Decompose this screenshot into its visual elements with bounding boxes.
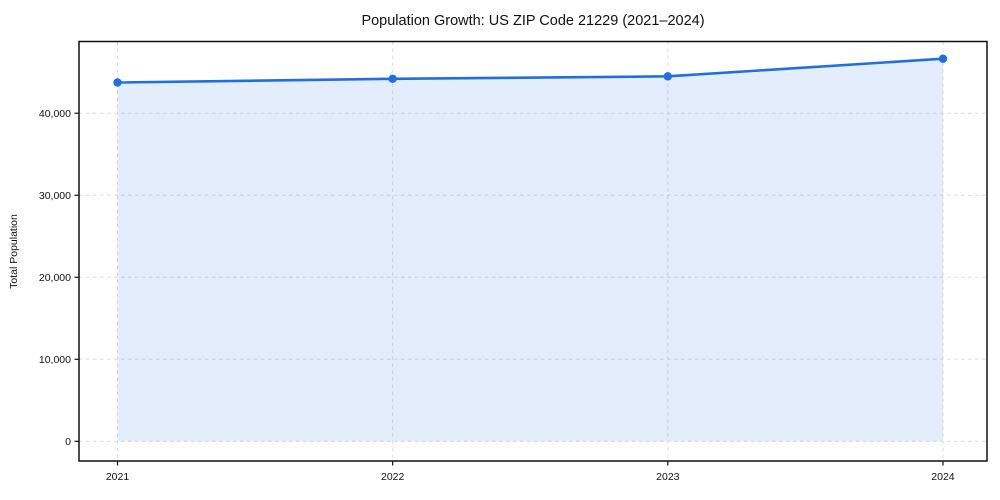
y-tick-label: 30,000 bbox=[39, 190, 71, 202]
data-point-layer bbox=[113, 54, 948, 87]
data-point-2024 bbox=[938, 54, 948, 63]
x-tick-label: 2023 bbox=[656, 471, 680, 483]
grid-layer bbox=[79, 41, 987, 461]
x-tick-label: 2021 bbox=[106, 471, 130, 483]
y-tick-label: 20,000 bbox=[39, 272, 71, 284]
y-axis-label: Total Population bbox=[8, 214, 20, 289]
data-point-2023 bbox=[663, 72, 673, 81]
data-point-2022 bbox=[388, 74, 397, 84]
y-tick-label: 10,000 bbox=[39, 354, 71, 366]
area-fill-layer bbox=[117, 58, 943, 442]
axes-layer bbox=[74, 40, 988, 466]
line-series-layer bbox=[116, 57, 945, 84]
y-tick-label: 40,000 bbox=[39, 108, 71, 120]
x-tick-label: 2022 bbox=[381, 471, 405, 483]
data-point-2021 bbox=[113, 78, 122, 87]
plot-border bbox=[78, 40, 988, 462]
y-tick-label: 0 bbox=[65, 436, 71, 448]
series-area-fill bbox=[117, 58, 943, 442]
tick-label-layer: 0 10,000 20,000 30,000 40,000 2021 2022 2023 202… bbox=[39, 108, 955, 483]
x-tick-label: 2024 bbox=[931, 471, 955, 483]
series-line bbox=[116, 57, 945, 84]
chart-title: Population Growth: US ZIP Code 21229 (20… bbox=[361, 13, 704, 29]
